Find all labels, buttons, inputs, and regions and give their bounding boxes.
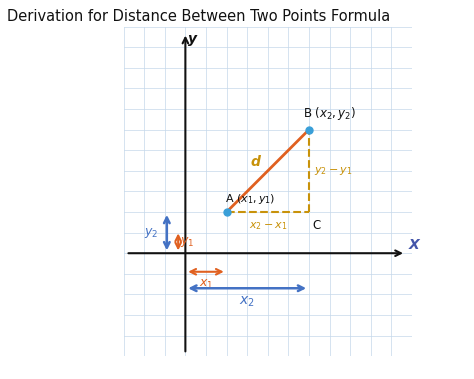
Text: X: X <box>409 238 419 252</box>
Text: C: C <box>312 219 320 232</box>
Text: $y_1$: $y_1$ <box>180 235 195 249</box>
Text: $x_2$: $x_2$ <box>239 294 255 309</box>
Text: $y_2$: $y_2$ <box>144 226 159 240</box>
Text: B $(x_2, y_2)$: B $(x_2, y_2)$ <box>303 105 356 122</box>
Text: A $(x_1, y_1)$: A $(x_1, y_1)$ <box>225 192 275 206</box>
Text: $x_2-x_1$: $x_2-x_1$ <box>248 220 287 232</box>
Text: $y_2-y_1$: $y_2-y_1$ <box>314 165 353 177</box>
Text: y: y <box>189 32 198 46</box>
Text: $x_1$: $x_1$ <box>199 278 213 291</box>
Text: d: d <box>250 155 260 169</box>
Text: Derivation for Distance Between Two Points Formula: Derivation for Distance Between Two Poin… <box>7 9 391 25</box>
